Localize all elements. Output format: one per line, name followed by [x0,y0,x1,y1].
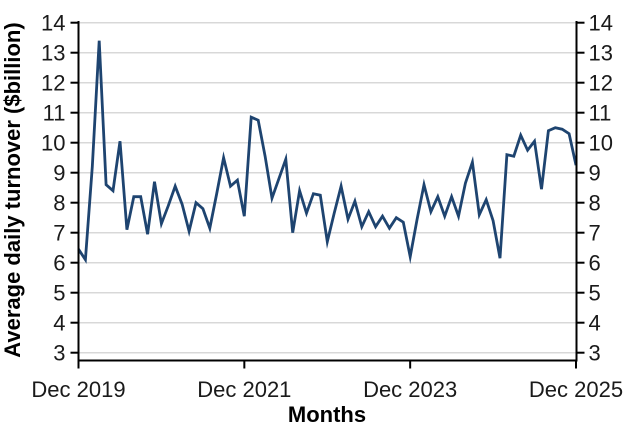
y-tick-label-right: 3 [589,341,601,366]
y-tick-label-right: 13 [589,41,613,66]
y-tick-label-left: 11 [43,101,66,126]
y-tick-label-left: 4 [53,311,65,336]
x-axis-title: Months [287,402,367,427]
y-tick-label-right: 7 [589,221,601,246]
data-line [77,40,578,265]
x-tick-label: Dec 2021 [197,377,291,402]
y-tick-label-right: 5 [589,281,601,306]
y-tick-label-left: 6 [53,251,65,276]
x-tick-label: Dec 2019 [31,377,125,402]
y-tick-label-left: 8 [53,191,65,216]
y-tick-label-left: 13 [41,41,65,66]
y-tick-label-right: 12 [589,71,613,96]
x-tick-label: Dec 2023 [363,377,457,402]
y-tick-label-left: 12 [41,71,65,96]
x-tick-label: Dec 2025 [529,377,623,402]
y-tick-label-right: 10 [589,131,613,156]
y-tick-label-right: 14 [589,11,613,36]
y-tick-label-left: 3 [53,341,65,366]
y-tick-label-left: 14 [41,11,65,36]
y-tick-label-left: 10 [41,131,65,156]
y-tick-label-right: 9 [589,161,601,186]
y-tick-label-left: 7 [53,221,65,246]
y-tick-label-right: 11 [589,101,612,126]
y-axis-title: Average daily turnover ($billion) [0,22,25,358]
y-tick-label-right: 6 [589,251,601,276]
y-tick-label-right: 8 [589,191,601,216]
y-tick-label-right: 4 [589,311,601,336]
y-tick-label-left: 5 [53,281,65,306]
y-tick-label-left: 9 [53,161,65,186]
